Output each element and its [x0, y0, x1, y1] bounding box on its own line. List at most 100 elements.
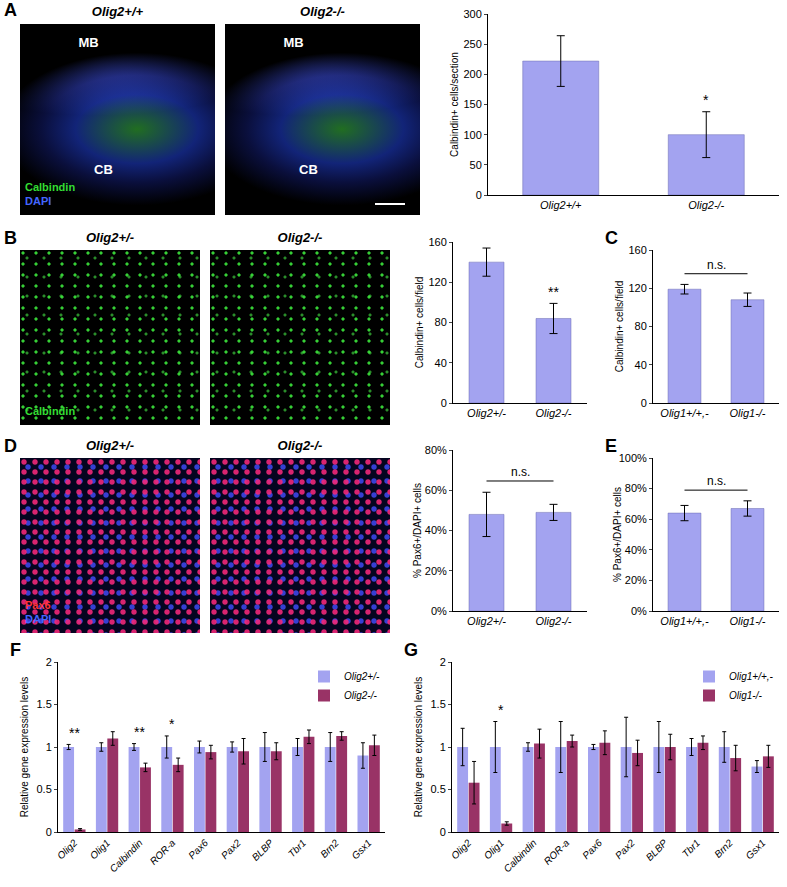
- svg-text:0: 0: [441, 397, 447, 409]
- svg-text:Gsx1: Gsx1: [349, 837, 373, 861]
- svg-text:Olig2+/-: Olig2+/-: [344, 671, 380, 682]
- svg-text:Calbindin: Calbindin: [501, 837, 539, 875]
- svg-text:120: 120: [428, 276, 446, 288]
- svg-text:Olig1-/-: Olig1-/-: [729, 690, 762, 701]
- svg-text:Olig2+/+: Olig2+/+: [540, 199, 582, 211]
- svg-text:n.s.: n.s.: [707, 474, 726, 488]
- svg-text:Olig1+/+,-: Olig1+/+,-: [729, 671, 774, 682]
- svg-text:120: 120: [628, 282, 646, 294]
- svg-text:BLBP: BLBP: [644, 837, 670, 863]
- svg-text:150: 150: [463, 98, 481, 110]
- svg-text:0%: 0%: [631, 605, 647, 617]
- svg-text:Calbindin+ cells/field: Calbindin+ cells/field: [614, 281, 625, 372]
- svg-text:40: 40: [435, 357, 447, 369]
- html-text:CB: CB: [299, 161, 318, 177]
- svg-text:160: 160: [628, 244, 646, 256]
- svg-text:160: 160: [428, 236, 446, 248]
- svg-text:300: 300: [463, 8, 481, 20]
- svg-text:2: 2: [440, 656, 446, 668]
- html-text:Olig2+/+: Olig2+/+: [91, 4, 144, 19]
- svg-text:n.s.: n.s.: [511, 465, 530, 479]
- svg-text:ROR-a: ROR-a: [542, 837, 572, 867]
- svg-text:Olig2: Olig2: [55, 837, 80, 862]
- svg-text:F: F: [10, 640, 21, 660]
- svg-text:200: 200: [463, 68, 481, 80]
- svg-text:ROR-a: ROR-a: [148, 837, 178, 867]
- svg-text:80%: 80%: [425, 444, 447, 456]
- svg-text:*: *: [703, 92, 709, 108]
- svg-text:0: 0: [476, 189, 482, 201]
- svg-text:% Pax6+/DAPI+ cells: % Pax6+/DAPI+ cells: [612, 487, 623, 582]
- svg-text:Pax2: Pax2: [613, 837, 637, 861]
- svg-text:0.5: 0.5: [431, 783, 446, 795]
- svg-text:1: 1: [46, 741, 52, 753]
- svg-text:Olig2-/-: Olig2-/-: [535, 615, 571, 627]
- svg-text:Olig1-/-: Olig1-/-: [729, 407, 765, 419]
- html-text:CB: CB: [94, 161, 113, 177]
- svg-text:Pax6: Pax6: [580, 837, 604, 861]
- svg-text:60%: 60%: [625, 513, 647, 525]
- svg-text:Olig2-/-: Olig2-/-: [535, 407, 571, 419]
- svg-text:Olig2-/-: Olig2-/-: [688, 199, 724, 211]
- svg-text:**: **: [134, 724, 145, 740]
- svg-text:Calbindin: Calbindin: [107, 837, 145, 875]
- svg-text:Tbr1: Tbr1: [680, 837, 702, 859]
- svg-text:Olig2+/-: Olig2+/-: [467, 407, 506, 419]
- svg-text:80: 80: [635, 320, 647, 332]
- svg-text:Olig1+/+,-: Olig1+/+,-: [660, 407, 709, 419]
- svg-text:0%: 0%: [431, 605, 447, 617]
- svg-text:Calbindin+ cells/field: Calbindin+ cells/field: [414, 277, 425, 368]
- svg-text:Olig1: Olig1: [482, 837, 506, 861]
- svg-text:E: E: [605, 436, 617, 456]
- svg-text:Brn2: Brn2: [712, 837, 735, 860]
- svg-text:Olig2: Olig2: [449, 837, 474, 862]
- svg-text:80%: 80%: [625, 482, 647, 494]
- svg-text:40%: 40%: [625, 544, 647, 556]
- svg-text:0: 0: [440, 826, 446, 838]
- svg-text:1.5: 1.5: [431, 698, 446, 710]
- svg-text:**: **: [69, 725, 80, 741]
- svg-text:% Pax6+/DAPI+ cells: % Pax6+/DAPI+ cells: [412, 483, 423, 578]
- svg-text:2: 2: [46, 656, 52, 668]
- svg-text:100: 100: [463, 129, 481, 141]
- svg-text:60%: 60%: [425, 484, 447, 496]
- svg-text:Relative gene expression level: Relative gene expression levels: [19, 677, 30, 818]
- svg-text:0: 0: [46, 826, 52, 838]
- svg-text:Tbr1: Tbr1: [286, 837, 308, 859]
- svg-text:Brn2: Brn2: [318, 837, 341, 860]
- svg-text:n.s.: n.s.: [707, 258, 726, 272]
- svg-text:BLBP: BLBP: [250, 837, 276, 863]
- svg-text:1.5: 1.5: [37, 698, 52, 710]
- svg-text:Relative gene expression level: Relative gene expression levels: [413, 677, 424, 818]
- svg-text:Pax2: Pax2: [219, 837, 243, 861]
- svg-text:0.5: 0.5: [37, 783, 52, 795]
- svg-text:50: 50: [470, 159, 482, 171]
- html-text:Olig2+/-: Olig2+/-: [86, 230, 134, 245]
- html-text:MB: MB: [283, 35, 304, 51]
- svg-text:Olig2-/-: Olig2-/-: [344, 690, 377, 701]
- svg-text:100%: 100%: [619, 452, 647, 464]
- svg-text:Olig1+/+,-: Olig1+/+,-: [660, 615, 709, 627]
- html-text:Olig2-/-: Olig2-/-: [277, 230, 323, 245]
- svg-text:G: G: [404, 640, 418, 660]
- svg-text:250: 250: [463, 38, 481, 50]
- svg-text:20%: 20%: [625, 574, 647, 586]
- svg-text:40%: 40%: [425, 524, 447, 536]
- svg-text:Olig1-/-: Olig1-/-: [729, 615, 765, 627]
- svg-text:**: **: [548, 284, 559, 300]
- svg-text:40: 40: [635, 359, 647, 371]
- svg-text:Gsx1: Gsx1: [743, 837, 767, 861]
- html-text:Olig2-/-: Olig2-/-: [300, 4, 345, 19]
- svg-text:Olig1: Olig1: [88, 837, 112, 861]
- svg-text:*: *: [169, 716, 175, 732]
- svg-text:0: 0: [641, 397, 647, 409]
- svg-text:Olig2+/-: Olig2+/-: [467, 615, 506, 627]
- svg-text:20%: 20%: [425, 565, 447, 577]
- svg-text:Calbindin+ cells/section: Calbindin+ cells/section: [449, 52, 460, 157]
- svg-text:80: 80: [435, 316, 447, 328]
- svg-text:*: *: [498, 702, 504, 718]
- svg-text:Pax6: Pax6: [186, 837, 210, 861]
- html-text:MB: MB: [78, 35, 99, 51]
- svg-text:1: 1: [440, 741, 446, 753]
- svg-text:C: C: [605, 228, 618, 248]
